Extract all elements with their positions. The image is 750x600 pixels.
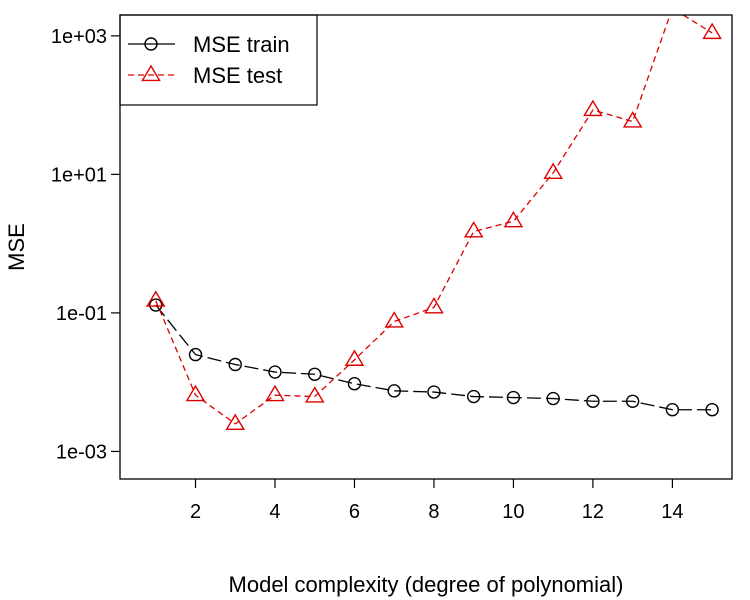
x-tick-label: 4 — [269, 501, 280, 523]
test-point — [145, 290, 166, 307]
y-tick-label: 1e-03 — [56, 441, 107, 463]
train-point — [387, 384, 401, 398]
test-point — [225, 413, 246, 430]
test-point — [384, 311, 404, 328]
test-point — [463, 221, 484, 238]
series-line-train — [155, 304, 713, 411]
legend-marker-test — [141, 64, 161, 82]
legend-label-train: MSE train — [193, 32, 290, 57]
train-point — [665, 403, 680, 417]
y-tick-label: 1e-01 — [56, 303, 107, 325]
x-tick-label: 8 — [428, 501, 439, 523]
train-point — [268, 365, 282, 379]
test-point — [265, 384, 285, 402]
test-point — [622, 111, 643, 128]
series-line-test — [155, 15, 713, 425]
test-point — [543, 162, 563, 180]
test-point — [583, 99, 603, 117]
train-point — [188, 347, 203, 362]
train-point — [586, 394, 600, 408]
legend-marker-train — [144, 37, 158, 51]
x-tick-label: 10 — [502, 501, 524, 523]
x-axis-label: Model complexity (degree of polynomial) — [229, 572, 624, 597]
test-point — [304, 386, 325, 403]
train-point — [308, 367, 322, 381]
train-point — [625, 394, 640, 408]
legend-label-test: MSE test — [193, 63, 282, 88]
y-axis-label: MSE — [4, 223, 29, 271]
train-point — [228, 357, 242, 372]
train-point — [546, 391, 560, 406]
train-point — [705, 403, 719, 417]
test-point — [503, 210, 524, 228]
x-tick-label: 2 — [190, 501, 201, 523]
test-point — [344, 349, 365, 366]
x-tick-label: 14 — [661, 501, 683, 523]
x-tick-label: 12 — [582, 501, 604, 523]
test-point — [424, 297, 444, 314]
y-tick-label: 1e+01 — [51, 164, 107, 186]
train-point — [506, 390, 521, 405]
train-point — [466, 389, 481, 404]
y-tick-label: 1e+03 — [51, 26, 107, 48]
train-point — [149, 298, 163, 312]
x-tick-label: 6 — [349, 501, 360, 523]
train-point — [347, 377, 362, 391]
train-point — [427, 385, 441, 399]
test-point — [185, 384, 206, 402]
test-point — [702, 22, 722, 40]
plot-frame — [119, 14, 733, 480]
axes: 2 4 6 8 10 12 14 1e-03 1e-01 1e+01 1e+03 — [51, 26, 684, 523]
legend: MSE train MSE test — [119, 14, 318, 106]
test-point — [664, 0, 681, 14]
series-layer — [145, 0, 722, 430]
legend-box — [119, 14, 318, 106]
